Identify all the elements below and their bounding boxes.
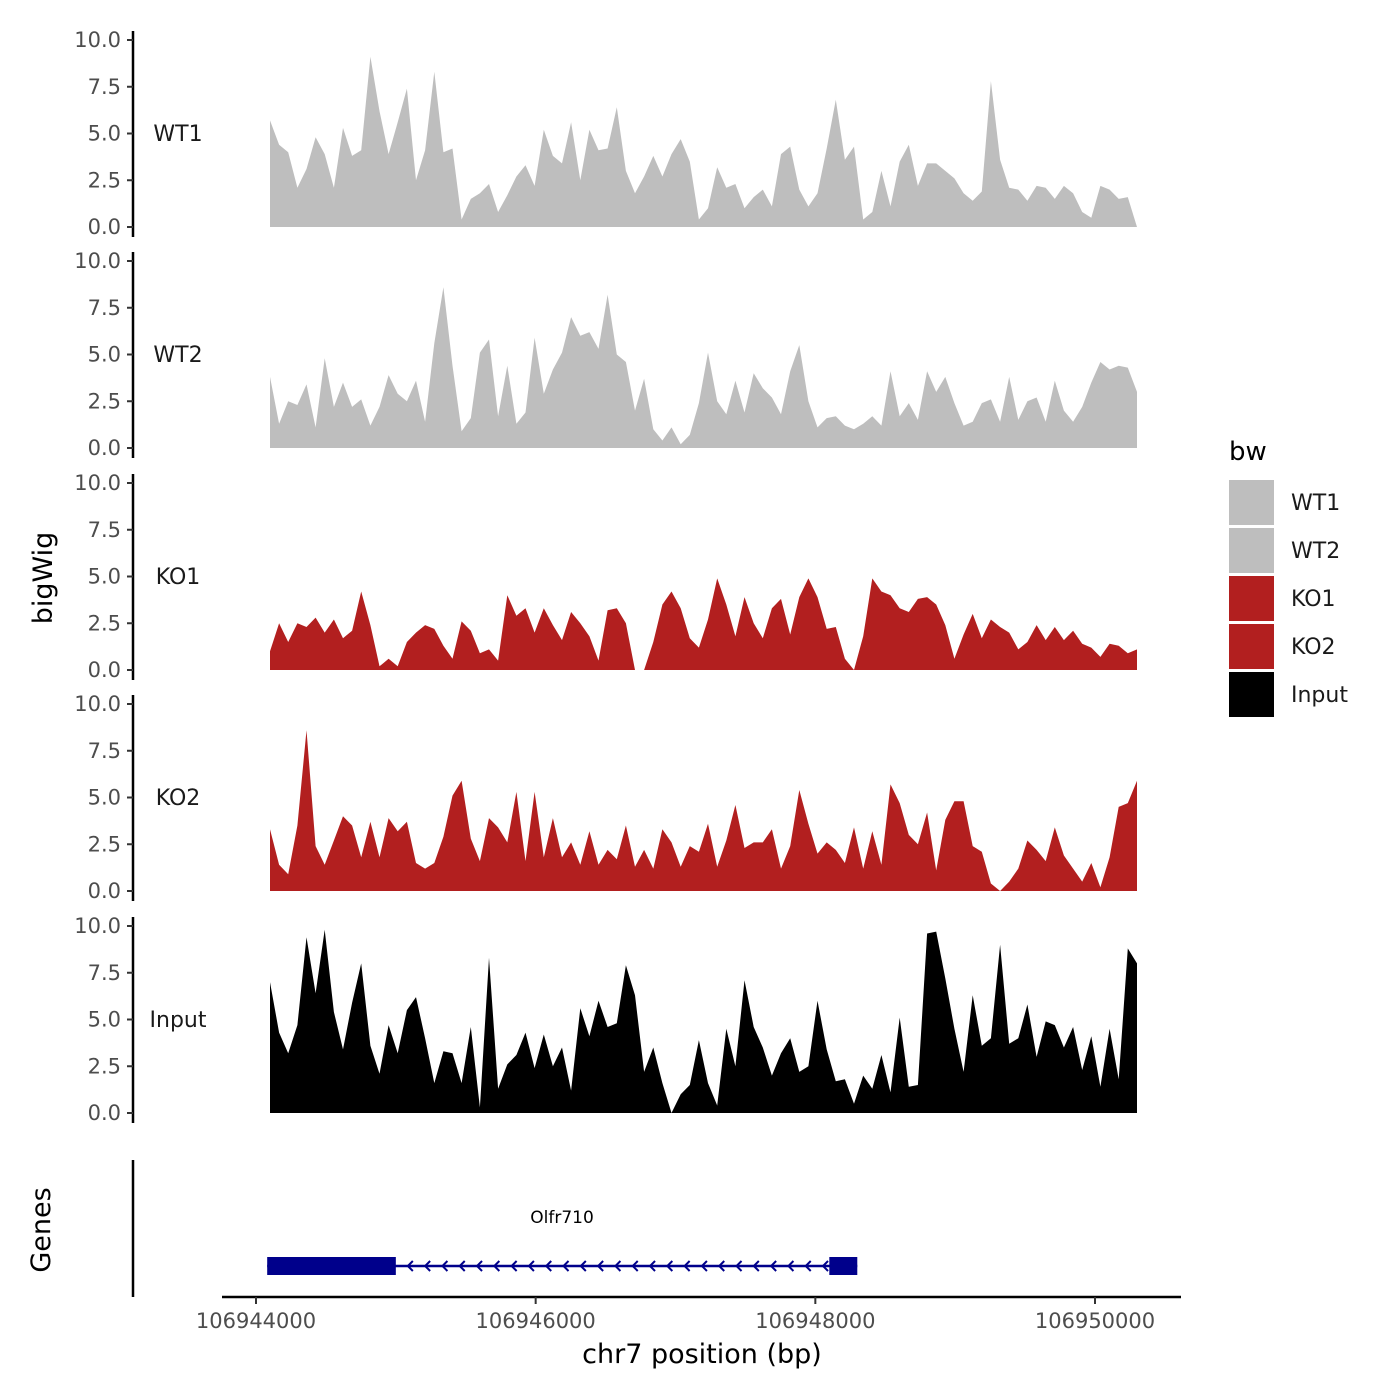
y-tick-label: 2.5 (88, 832, 121, 856)
strand-arrow (752, 1260, 760, 1272)
y-tick-label: 0.0 (88, 436, 121, 460)
legend: bw WT1 WT2 KO1 KO2 Input (1229, 437, 1348, 717)
strand-arrow (717, 1260, 725, 1272)
strand-arrow (441, 1260, 449, 1272)
legend-item-ko2: KO2 (1229, 624, 1336, 669)
y-tick-label: 5.0 (88, 343, 121, 367)
y-tick-label: 7.5 (88, 961, 121, 985)
strand-arrow (510, 1260, 518, 1272)
y-tick-label: 10.0 (74, 471, 121, 495)
track-input: 0.0 2.5 5.0 7.5 10.0 Input (74, 914, 1137, 1125)
strand-arrow (596, 1260, 604, 1272)
gene-exon (829, 1257, 858, 1275)
y-tick-label: 0.0 (88, 1101, 121, 1125)
coverage-area-wt2 (270, 287, 1137, 448)
y-tick-label: 2.5 (88, 1054, 121, 1078)
y-tick-label: 7.5 (88, 518, 121, 542)
strand-arrow (665, 1260, 674, 1272)
legend-swatch (1229, 528, 1274, 573)
strand-arrow (735, 1260, 743, 1272)
x-tick-label: 106948000 (755, 1309, 875, 1333)
legend-item-input: Input (1229, 672, 1348, 717)
legend-swatch (1229, 480, 1274, 525)
strand-arrow (406, 1260, 414, 1272)
genes-panel-title: Genes (26, 1187, 57, 1272)
y-tick-label: 5.0 (88, 565, 121, 589)
track-label-ko1: KO1 (156, 565, 201, 590)
y-tick-label: 5.0 (88, 122, 121, 146)
strand-arrow (787, 1260, 795, 1272)
y-tick-label: 5.0 (88, 1008, 121, 1032)
y-tick-label: 10.0 (74, 249, 121, 273)
strand-arrow (804, 1260, 812, 1272)
track-ko1: 0.0 2.5 5.0 7.5 10.0 KO1 (74, 471, 1137, 682)
gene-exon (267, 1257, 396, 1275)
strand-arrow (614, 1260, 622, 1272)
strand-arrow (631, 1260, 639, 1272)
strand-arrow (492, 1260, 501, 1272)
x-axis: 106944000 106946000 106948000 106950000 (196, 1295, 1181, 1333)
legend-item-wt2: WT2 (1229, 528, 1340, 573)
coverage-area-ko1 (270, 578, 1137, 670)
y-tick-label: 10.0 (74, 28, 121, 52)
x-axis-title: chr7 position (bp) (582, 1339, 822, 1370)
legend-label: Input (1291, 683, 1348, 708)
track-wt2: 0.0 2.5 5.0 7.5 10.0 WT2 (74, 249, 1137, 460)
track-label-ko2: KO2 (156, 786, 201, 811)
coverage-area-input (270, 929, 1137, 1113)
strand-arrow (562, 1260, 570, 1272)
gene-olfr710: Olfr710 (267, 1208, 858, 1275)
strand-arrow (648, 1260, 656, 1272)
y-tick-label: 0.0 (88, 879, 121, 903)
coverage-area-wt1 (270, 56, 1137, 227)
strand-arrow (821, 1260, 829, 1272)
y-tick-label: 7.5 (88, 739, 121, 763)
strand-arrow (769, 1260, 777, 1272)
y-tick-label: 2.5 (88, 168, 121, 192)
y-tick-label: 0.0 (88, 658, 121, 682)
y-tick-label: 2.5 (88, 389, 121, 413)
track-wt1: 0.0 2.5 5.0 7.5 10.0 WT1 (74, 28, 1137, 239)
y-tick-label: 7.5 (88, 296, 121, 320)
y-tick-label: 10.0 (74, 692, 121, 716)
strand-arrow (544, 1260, 552, 1272)
legend-title: bw (1229, 437, 1267, 467)
strand-arrow (475, 1260, 483, 1272)
track-ko2: 0.0 2.5 5.0 7.5 10.0 KO2 (74, 692, 1137, 903)
y-axis-title: bigWig (28, 532, 59, 625)
legend-label: KO1 (1291, 587, 1336, 612)
track-label-wt2: WT2 (153, 343, 202, 368)
legend-label: WT2 (1291, 539, 1340, 564)
legend-item-wt1: WT1 (1229, 480, 1340, 525)
genes-panel: Olfr710 (131, 1160, 858, 1297)
y-tick-label: 10.0 (74, 914, 121, 938)
track-label-input: Input (150, 1008, 207, 1033)
y-tick-label: 2.5 (88, 611, 121, 635)
y-tick-label: 0.0 (88, 215, 121, 239)
y-tick-label: 7.5 (88, 75, 121, 99)
coverage-tracks: 0.02.55.07.510.0WT10.02.55.07.510.0WT20.… (74, 28, 1137, 1125)
x-tick-label: 106944000 (196, 1309, 316, 1333)
strand-arrow (458, 1260, 466, 1272)
gene-name-label: Olfr710 (530, 1208, 594, 1228)
legend-swatch (1229, 624, 1274, 669)
legend-label: WT1 (1291, 491, 1340, 516)
legend-label: KO2 (1291, 635, 1336, 660)
strand-arrow (527, 1260, 535, 1272)
y-tick-label: 5.0 (88, 786, 121, 810)
track-label-wt1: WT1 (153, 122, 202, 147)
strand-arrow (700, 1260, 708, 1272)
legend-swatch (1229, 672, 1274, 717)
strand-arrow (423, 1260, 431, 1272)
coverage-area-ko2 (270, 730, 1137, 891)
x-tick-label: 106946000 (476, 1309, 596, 1333)
x-tick-label: 106950000 (1035, 1309, 1155, 1333)
strand-arrow (683, 1260, 691, 1272)
strand-arrow (579, 1260, 587, 1272)
legend-item-ko1: KO1 (1229, 576, 1336, 621)
legend-swatch (1229, 576, 1274, 621)
